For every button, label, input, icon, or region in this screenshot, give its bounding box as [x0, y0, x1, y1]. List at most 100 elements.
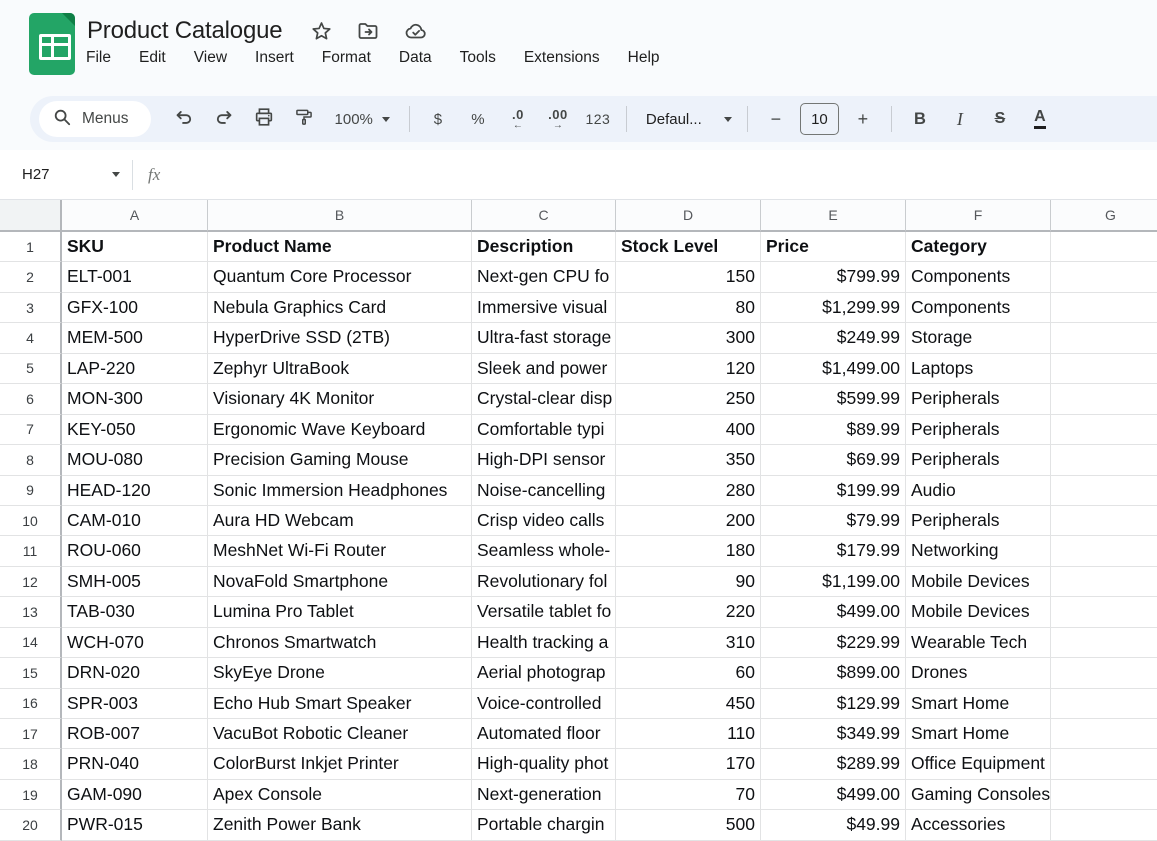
- format-currency-button[interactable]: $: [433, 110, 443, 128]
- cell-A16[interactable]: SPR-003: [62, 688, 208, 719]
- cell-F6[interactable]: Peripherals: [906, 384, 1051, 415]
- cell-D14[interactable]: 310: [616, 627, 761, 659]
- cell-G3[interactable]: [1051, 293, 1157, 324]
- cell-A3[interactable]: GFX-100: [62, 292, 208, 324]
- cell-G18[interactable]: [1051, 749, 1157, 780]
- cell-E12[interactable]: $1,199.00: [761, 566, 906, 598]
- more-formats-button[interactable]: 123: [585, 111, 611, 127]
- column-header-F[interactable]: F: [906, 200, 1051, 232]
- cell-C13[interactable]: Versatile tablet fo: [472, 597, 616, 628]
- cell-E19[interactable]: $499.00: [761, 779, 906, 811]
- cell-B19[interactable]: Apex Console: [208, 779, 472, 811]
- cell-A11[interactable]: ROU-060: [62, 536, 208, 567]
- cell-A17[interactable]: ROB-007: [62, 719, 208, 750]
- cell-F11[interactable]: Networking: [906, 536, 1051, 567]
- cell-A20[interactable]: PWR-015: [62, 810, 208, 841]
- zoom-control[interactable]: 100%: [325, 101, 400, 137]
- cell-F7[interactable]: Peripherals: [906, 414, 1051, 446]
- cell-B16[interactable]: Echo Hub Smart Speaker: [208, 688, 472, 719]
- cell-E11[interactable]: $179.99: [761, 536, 906, 567]
- row-header-3[interactable]: 3: [0, 292, 62, 324]
- cell-F10[interactable]: Peripherals: [906, 505, 1051, 537]
- cell-D18[interactable]: 170: [616, 749, 761, 780]
- cell-E18[interactable]: $289.99: [761, 749, 906, 780]
- cell-F19[interactable]: Gaming Consoles: [906, 779, 1051, 811]
- cell-C12[interactable]: Revolutionary fol: [472, 566, 616, 598]
- cell-F4[interactable]: Storage: [906, 323, 1051, 354]
- undo-button[interactable]: [165, 101, 203, 137]
- column-header-C[interactable]: C: [472, 200, 616, 232]
- cell-F20[interactable]: Accessories: [906, 810, 1051, 841]
- menu-edit[interactable]: Edit: [138, 49, 166, 66]
- cell-A6[interactable]: MON-300: [62, 384, 208, 415]
- cell-C15[interactable]: Aerial photograp: [472, 658, 616, 689]
- cell-G16[interactable]: [1051, 689, 1157, 719]
- cell-D5[interactable]: 120: [616, 353, 761, 385]
- cell-G11[interactable]: [1051, 536, 1157, 567]
- row-header-20[interactable]: 20: [0, 810, 62, 841]
- cell-D7[interactable]: 400: [616, 414, 761, 446]
- menu-tools[interactable]: Tools: [459, 49, 496, 66]
- cell-F2[interactable]: Components: [906, 262, 1051, 293]
- cell-D3[interactable]: 80: [616, 292, 761, 324]
- cell-D19[interactable]: 70: [616, 779, 761, 811]
- format-percent-button[interactable]: %: [471, 110, 485, 128]
- cell-A14[interactable]: WCH-070: [62, 627, 208, 659]
- cell-A15[interactable]: DRN-020: [62, 658, 208, 689]
- menu-format[interactable]: Format: [321, 49, 371, 66]
- row-header-2[interactable]: 2: [0, 262, 62, 293]
- cell-D11[interactable]: 180: [616, 536, 761, 567]
- cell-B3[interactable]: Nebula Graphics Card: [208, 292, 472, 324]
- cell-B13[interactable]: Lumina Pro Tablet: [208, 597, 472, 628]
- cell-F9[interactable]: Audio: [906, 475, 1051, 506]
- print-button[interactable]: [245, 101, 283, 137]
- menus-search-button[interactable]: Menus: [39, 101, 151, 137]
- cell-C3[interactable]: Immersive visual: [472, 292, 616, 324]
- cell-D17[interactable]: 110: [616, 719, 761, 750]
- text-color-button[interactable]: A: [1021, 101, 1059, 137]
- row-header-10[interactable]: 10: [0, 505, 62, 537]
- cell-F14[interactable]: Wearable Tech: [906, 627, 1051, 659]
- menu-file[interactable]: File: [86, 49, 111, 66]
- row-header-7[interactable]: 7: [0, 414, 62, 446]
- cell-B11[interactable]: MeshNet Wi-Fi Router: [208, 536, 472, 567]
- cell-G12[interactable]: [1051, 567, 1157, 598]
- redo-button[interactable]: [205, 101, 243, 137]
- cell-C18[interactable]: High-quality phot: [472, 749, 616, 780]
- cell-E5[interactable]: $1,499.00: [761, 353, 906, 385]
- cell-C4[interactable]: Ultra-fast storage: [472, 323, 616, 354]
- row-header-17[interactable]: 17: [0, 719, 62, 750]
- cell-C1[interactable]: Description: [472, 232, 616, 263]
- column-header-G[interactable]: G: [1051, 200, 1157, 232]
- increase-font-size-button[interactable]: +: [857, 108, 869, 129]
- italic-button[interactable]: I: [956, 108, 963, 129]
- document-title[interactable]: Product Catalogue: [87, 17, 283, 44]
- increase-decimal-button[interactable]: .00 →: [548, 106, 568, 131]
- cell-E10[interactable]: $79.99: [761, 505, 906, 537]
- cell-D9[interactable]: 280: [616, 475, 761, 506]
- cloud-check-icon[interactable]: [403, 19, 429, 43]
- cell-G7[interactable]: [1051, 415, 1157, 446]
- cell-G20[interactable]: [1051, 810, 1157, 841]
- cell-G14[interactable]: [1051, 628, 1157, 659]
- cell-B18[interactable]: ColorBurst Inkjet Printer: [208, 749, 472, 780]
- cell-G9[interactable]: [1051, 476, 1157, 506]
- bold-button[interactable]: B: [913, 109, 926, 128]
- cell-A5[interactable]: LAP-220: [62, 353, 208, 385]
- row-header-5[interactable]: 5: [0, 353, 62, 385]
- cell-B6[interactable]: Visionary 4K Monitor: [208, 384, 472, 415]
- cell-B10[interactable]: Aura HD Webcam: [208, 505, 472, 537]
- column-header-A[interactable]: A: [62, 200, 208, 232]
- row-header-18[interactable]: 18: [0, 749, 62, 780]
- cell-A4[interactable]: MEM-500: [62, 323, 208, 354]
- menu-view[interactable]: View: [193, 49, 228, 66]
- cell-B1[interactable]: Product Name: [208, 232, 472, 263]
- cell-B4[interactable]: HyperDrive SSD (2TB): [208, 323, 472, 354]
- cell-F18[interactable]: Office Equipment: [906, 749, 1051, 780]
- sheets-logo[interactable]: [29, 13, 75, 75]
- cell-C9[interactable]: Noise-cancelling: [472, 475, 616, 506]
- font-family-control[interactable]: Defaul...: [636, 101, 738, 137]
- row-header-1[interactable]: 1: [0, 232, 62, 263]
- cell-A8[interactable]: MOU-080: [62, 445, 208, 476]
- cell-A12[interactable]: SMH-005: [62, 566, 208, 598]
